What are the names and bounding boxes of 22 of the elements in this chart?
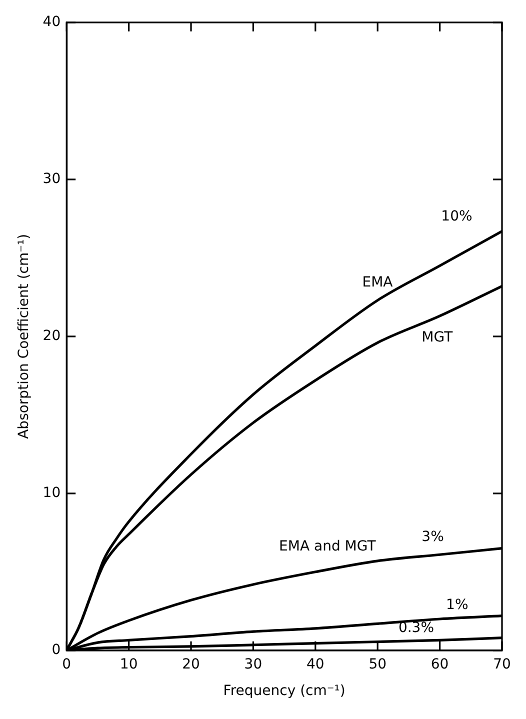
x-tick-label: 70 xyxy=(493,656,511,672)
y-tick-label: 40 xyxy=(42,14,61,30)
x-tick-label: 50 xyxy=(368,656,387,672)
series-label: 3% xyxy=(422,529,444,545)
x-tick-label: 30 xyxy=(244,656,262,672)
series-label: MGT xyxy=(422,329,454,346)
y-axis-title: Absorption Coefficient (cm⁻¹) xyxy=(16,234,32,439)
annotation: EMA and MGT xyxy=(279,538,376,554)
x-tick-label: 40 xyxy=(306,656,324,672)
y-tick-label: 20 xyxy=(42,328,61,344)
y-tick-label: 10 xyxy=(42,485,61,502)
series-label: EMA xyxy=(362,274,394,291)
series-label: 0.3% xyxy=(398,620,434,636)
y-tick-label: 30 xyxy=(42,171,61,188)
x-axis-title: Frequency (cm⁻¹) xyxy=(223,683,346,700)
y-tick-label: 0 xyxy=(52,642,61,658)
x-tick-label: 10 xyxy=(120,656,138,672)
annotation: 10% xyxy=(441,208,472,225)
x-tick-label: 60 xyxy=(430,656,449,672)
x-tick-label: 0 xyxy=(62,656,72,672)
x-tick-label: 20 xyxy=(182,656,200,672)
series-label: 1% xyxy=(446,596,468,613)
